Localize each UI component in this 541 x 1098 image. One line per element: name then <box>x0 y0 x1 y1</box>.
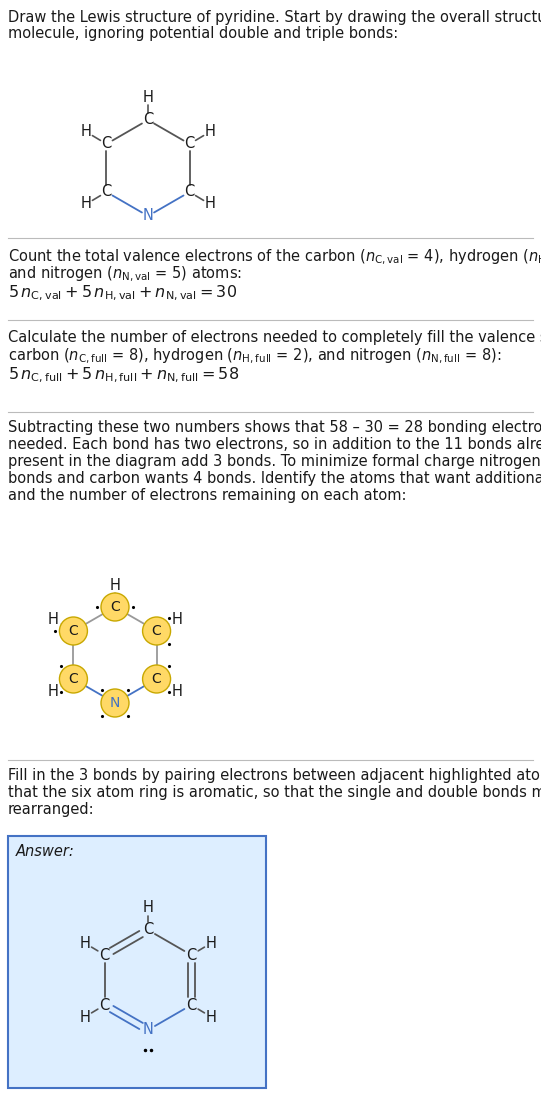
Text: H: H <box>48 683 59 698</box>
Text: C: C <box>69 624 78 638</box>
Text: C: C <box>184 136 195 152</box>
Ellipse shape <box>101 690 129 717</box>
Text: H: H <box>143 900 154 916</box>
Text: and nitrogen ($n_\mathrm{N,val}$ = 5) atoms:: and nitrogen ($n_\mathrm{N,val}$ = 5) at… <box>8 265 242 284</box>
Text: H: H <box>80 1009 90 1024</box>
Text: H: H <box>204 197 215 212</box>
Text: H: H <box>80 935 90 951</box>
Text: C: C <box>69 672 78 686</box>
Text: H: H <box>171 683 182 698</box>
Text: C: C <box>151 672 161 686</box>
Text: $5\,n_\mathrm{C,val} + 5\,n_\mathrm{H,val} + n_\mathrm{N,val} = 30$: $5\,n_\mathrm{C,val} + 5\,n_\mathrm{H,va… <box>8 284 237 303</box>
Text: C: C <box>101 184 111 200</box>
Text: C: C <box>184 184 195 200</box>
Text: N: N <box>143 1022 154 1038</box>
Text: C: C <box>143 112 153 127</box>
Text: C: C <box>110 600 120 614</box>
Text: $5\,n_\mathrm{C,full} + 5\,n_\mathrm{H,full} + n_\mathrm{N,full} = 58$: $5\,n_\mathrm{C,full} + 5\,n_\mathrm{H,f… <box>8 366 239 385</box>
Text: H: H <box>143 90 154 105</box>
Text: H: H <box>171 612 182 627</box>
Text: H: H <box>48 612 59 627</box>
Text: Answer:: Answer: <box>16 844 75 859</box>
Text: present in the diagram add 3 bonds. To minimize formal charge nitrogen wants 3: present in the diagram add 3 bonds. To m… <box>8 453 541 469</box>
Text: C: C <box>151 624 161 638</box>
Text: that the six atom ring is aromatic, so that the single and double bonds may be: that the six atom ring is aromatic, so t… <box>8 785 541 800</box>
Text: Calculate the number of electrons needed to completely fill the valence shells f: Calculate the number of electrons needed… <box>8 330 541 345</box>
Text: H: H <box>81 197 92 212</box>
Text: H: H <box>110 578 121 593</box>
Ellipse shape <box>143 665 170 693</box>
Text: H: H <box>81 124 92 139</box>
FancyBboxPatch shape <box>8 836 266 1088</box>
Text: bonds and carbon wants 4 bonds. Identify the atoms that want additional bonds: bonds and carbon wants 4 bonds. Identify… <box>8 471 541 486</box>
Text: H: H <box>206 935 217 951</box>
Ellipse shape <box>60 665 88 693</box>
Text: molecule, ignoring potential double and triple bonds:: molecule, ignoring potential double and … <box>8 26 398 41</box>
Ellipse shape <box>60 617 88 645</box>
Text: needed. Each bond has two electrons, so in addition to the 11 bonds already: needed. Each bond has two electrons, so … <box>8 437 541 452</box>
Text: H: H <box>204 124 215 139</box>
Text: C: C <box>100 948 110 963</box>
Text: Fill in the 3 bonds by pairing electrons between adjacent highlighted atoms. Not: Fill in the 3 bonds by pairing electrons… <box>8 768 541 783</box>
Text: C: C <box>143 922 153 938</box>
Text: Draw the Lewis structure of pyridine. Start by drawing the overall structure of : Draw the Lewis structure of pyridine. St… <box>8 10 541 25</box>
Text: C: C <box>186 948 196 963</box>
Text: carbon ($n_\mathrm{C,full}$ = 8), hydrogen ($n_\mathrm{H,full}$ = 2), and nitrog: carbon ($n_\mathrm{C,full}$ = 8), hydrog… <box>8 347 502 367</box>
Text: H: H <box>206 1009 217 1024</box>
Text: Count the total valence electrons of the carbon ($n_\mathrm{C,val}$ = 4), hydrog: Count the total valence electrons of the… <box>8 248 541 267</box>
Text: N: N <box>143 209 154 224</box>
Text: rearranged:: rearranged: <box>8 802 95 817</box>
Text: N: N <box>110 696 120 710</box>
Text: C: C <box>186 997 196 1012</box>
Text: C: C <box>100 997 110 1012</box>
Text: and the number of electrons remaining on each atom:: and the number of electrons remaining on… <box>8 488 406 503</box>
Text: C: C <box>101 136 111 152</box>
Ellipse shape <box>143 617 170 645</box>
Ellipse shape <box>101 593 129 621</box>
Text: Subtracting these two numbers shows that 58 – 30 = 28 bonding electrons are: Subtracting these two numbers shows that… <box>8 421 541 435</box>
